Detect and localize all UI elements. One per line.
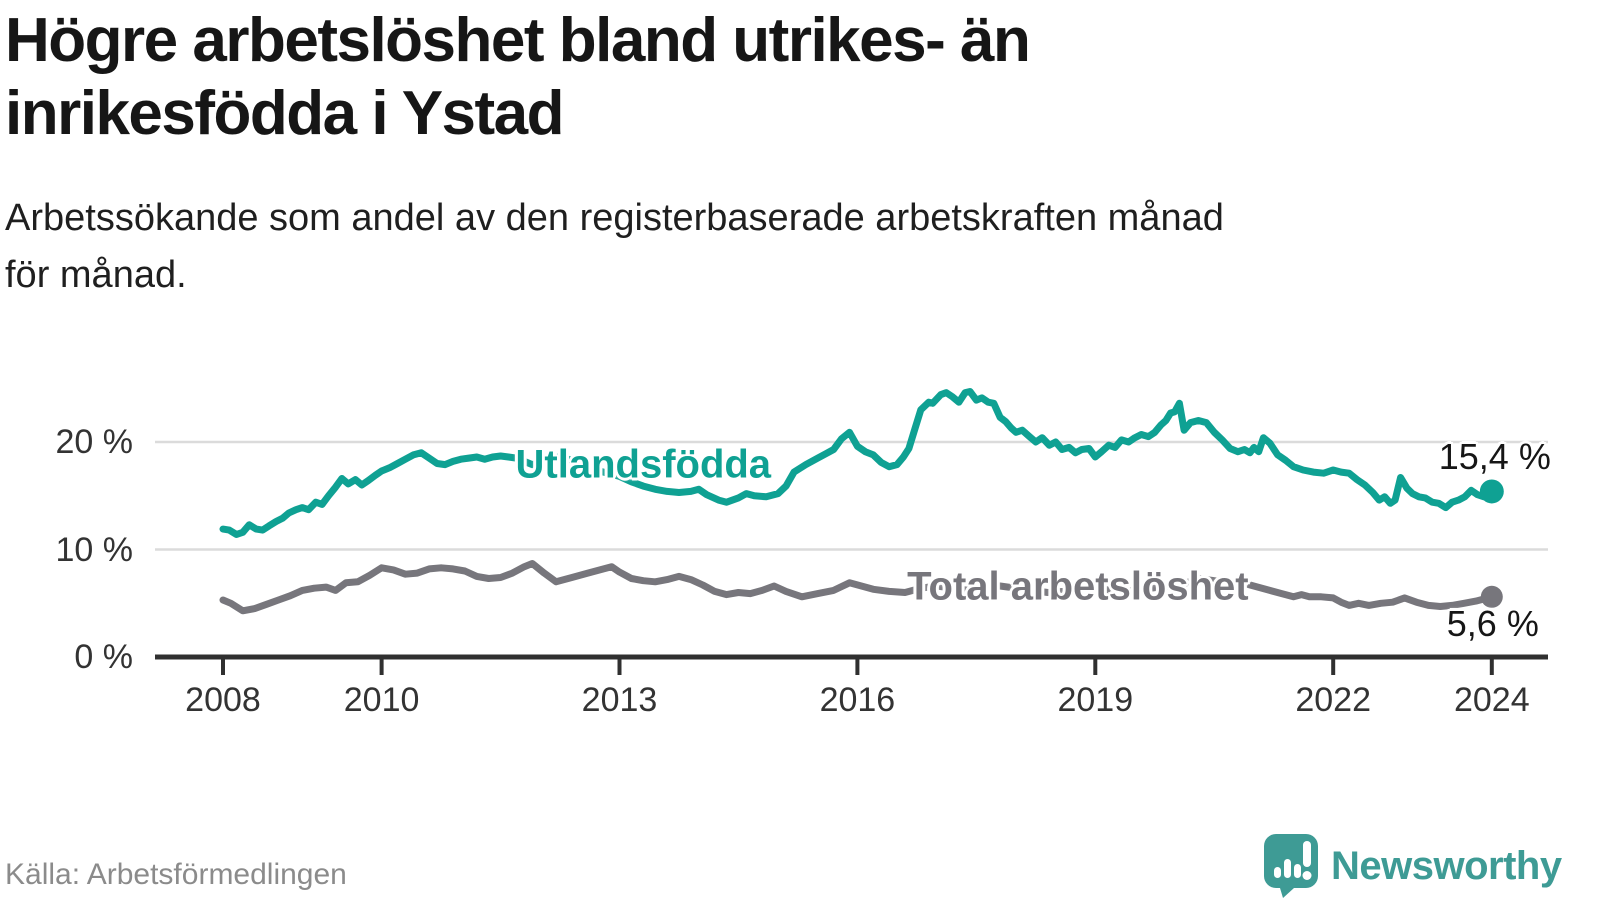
bar-1 bbox=[1274, 867, 1281, 878]
y-tick-label-10: 10 % bbox=[55, 530, 134, 569]
x-tick-label-2019: 2019 bbox=[1057, 681, 1134, 719]
brand-name: Newsworthy bbox=[1331, 843, 1562, 888]
chart-title-line1: Högre arbetslöshet bland utrikes- än bbox=[5, 6, 1031, 75]
exclamation-dot bbox=[1302, 871, 1312, 880]
exclamation-bar bbox=[1303, 841, 1311, 867]
x-tick-label-2008: 2008 bbox=[185, 681, 261, 719]
chart-title: Högre arbetslöshet bland utrikes- än inr… bbox=[5, 4, 1245, 150]
x-tick-label-2010: 2010 bbox=[343, 681, 420, 719]
chart-subtitle: Arbetssökande som andel av den registerb… bbox=[5, 190, 1550, 304]
y-tick-label-0: 0 % bbox=[74, 638, 133, 676]
x-tick-label-2016: 2016 bbox=[819, 681, 896, 719]
series-end-dot-1 bbox=[1480, 585, 1503, 608]
source-note: Källa: Arbetsförmedlingen bbox=[5, 858, 347, 891]
newsworthy-bubble-icon bbox=[1264, 834, 1318, 898]
bar-3 bbox=[1294, 864, 1301, 878]
brand-logo: Newsworthy bbox=[1264, 834, 1562, 898]
series-line-0 bbox=[219, 388, 1496, 538]
x-tick-label-2024: 2024 bbox=[1453, 681, 1530, 719]
chart-subtitle-line2: för månad. bbox=[5, 254, 187, 296]
y-tick-label-20: 20 % bbox=[55, 423, 134, 461]
bar-2 bbox=[1284, 859, 1291, 878]
end-value-label-utlandsfodda: 15,4 % bbox=[1438, 436, 1551, 478]
end-value-label-total: 5,6 % bbox=[1446, 602, 1539, 644]
series-end-dot-0 bbox=[1479, 479, 1504, 504]
series-label-utlandsfodda: Utlandsfödda bbox=[515, 442, 772, 487]
chart-title-line2: inrikesfödda i Ystad bbox=[5, 79, 565, 148]
chart-subtitle-line1: Arbetssökande som andel av den registerb… bbox=[5, 197, 1224, 239]
x-tick-label-2013: 2013 bbox=[581, 681, 658, 719]
series-label-total-arbetsloshet: Total arbetslöshet bbox=[907, 564, 1249, 609]
x-tick-label-2022: 2022 bbox=[1295, 681, 1371, 719]
series-line-1 bbox=[219, 560, 1496, 615]
